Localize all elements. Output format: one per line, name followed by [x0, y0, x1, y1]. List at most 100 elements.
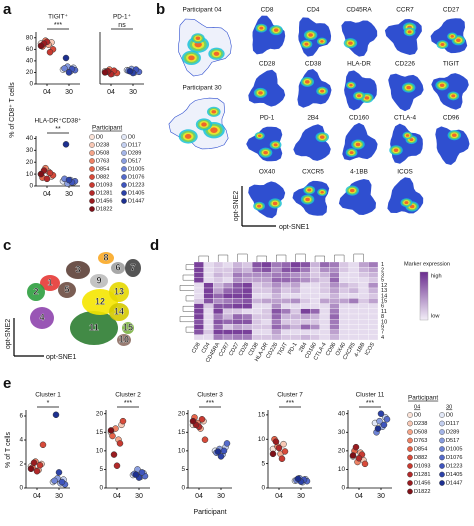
y-tick-label: 15 — [178, 429, 186, 436]
heatmap-cell — [232, 287, 243, 294]
tsne-density — [405, 134, 410, 137]
heatmap-cell — [281, 267, 291, 273]
legend-label: D854 — [414, 446, 427, 452]
chart-title: Cluster 3 — [197, 392, 223, 399]
legend-label: D117 — [446, 421, 459, 427]
legend-swatch — [89, 134, 95, 140]
heatmap-cell — [348, 329, 359, 335]
heatmap-cell — [203, 313, 214, 320]
data-point — [278, 455, 286, 462]
y-tick-label: 10 — [338, 466, 346, 473]
heatmap-cell — [251, 298, 262, 304]
heatmap-cell — [271, 319, 282, 325]
heatmap-cell — [310, 293, 321, 299]
heatmap-cell — [319, 334, 330, 341]
cluster-region — [98, 252, 114, 264]
y-tick-label: 40 — [338, 410, 346, 417]
heatmap-cell — [232, 313, 243, 320]
heatmap-cell — [319, 261, 330, 268]
cluster-region — [27, 283, 45, 301]
heatmap-cell — [261, 293, 272, 299]
heatmap-cell — [300, 303, 311, 309]
heatmap-cell — [271, 293, 282, 299]
heatmap-cell — [358, 303, 369, 309]
heatmap-cell — [310, 272, 321, 278]
tsne-density — [456, 38, 461, 42]
heatmap-cell — [348, 267, 359, 273]
tsne-density — [349, 188, 355, 193]
column-label: CD4 — [201, 342, 212, 355]
legend-label: D1076 — [446, 455, 462, 461]
y-tick-label: 0 — [341, 485, 345, 492]
heatmap-cell — [329, 313, 340, 320]
y-tick-label: 10 — [258, 436, 266, 443]
heatmap-cell — [290, 293, 301, 299]
y-tick-label: 0 — [19, 485, 23, 492]
heatmap-cell — [213, 329, 224, 335]
heatmap-cell — [290, 329, 301, 335]
cluster-region — [125, 259, 141, 277]
row-label: 11 — [381, 309, 387, 315]
heatmap-cell — [251, 313, 262, 320]
heatmap-cell — [290, 298, 301, 304]
cluster-label: 1 — [47, 277, 52, 287]
heatmap-cell — [203, 272, 214, 278]
legend-swatch — [121, 134, 127, 140]
x-tick-label: 30 — [217, 493, 225, 500]
tsne-density — [320, 89, 325, 93]
heatmap-cell — [368, 287, 379, 294]
heatmap-cell — [251, 319, 262, 325]
heatmap-cell — [193, 334, 204, 341]
data-point — [281, 448, 289, 455]
heatmap-cell — [271, 287, 282, 294]
heatmap-cell — [281, 313, 291, 320]
heatmap-cell — [329, 267, 340, 273]
heatmap-cell — [281, 324, 291, 330]
heatmap-cell — [368, 319, 379, 325]
data-point — [269, 450, 277, 458]
legend-swatch — [439, 480, 445, 486]
heatmap-cell — [242, 293, 253, 299]
cluster-label: 15 — [123, 322, 133, 332]
heatmap-cell — [203, 319, 214, 325]
heatmap-cell — [271, 272, 282, 278]
marker-title: CD4 — [307, 7, 320, 14]
heatmap-cell — [203, 267, 214, 273]
heatmap-cell — [242, 303, 253, 309]
significance-label: * — [47, 400, 50, 407]
data-point — [30, 459, 38, 467]
chart-title: Cluster 1 — [35, 392, 61, 399]
heatmap-cell — [222, 313, 233, 320]
heatmap-cell — [300, 324, 311, 330]
heatmap-cell — [319, 319, 330, 325]
cluster-region — [109, 282, 129, 302]
heatmap-cell — [368, 277, 379, 283]
heatmap-cell — [339, 293, 350, 299]
data-point — [46, 169, 54, 177]
legend-swatch — [89, 190, 95, 196]
tsne-map — [248, 181, 286, 219]
cluster-region — [90, 274, 108, 288]
legend-swatch — [89, 158, 95, 164]
heatmap-cell — [329, 324, 340, 330]
dendrogram — [237, 253, 248, 262]
heatmap-cell — [358, 324, 369, 330]
heatmap-cell — [281, 303, 291, 309]
data-point — [119, 417, 127, 425]
map-title: Participant 04 — [182, 7, 222, 14]
heatmap-cell — [193, 319, 204, 325]
row-label: 14 — [381, 293, 387, 299]
legend-label: D1076 — [128, 174, 144, 180]
heatmap-cell — [271, 282, 282, 289]
data-point — [113, 462, 121, 469]
x-tick-label: 04 — [355, 493, 363, 500]
heatmap-cell — [339, 319, 350, 325]
data-point — [109, 432, 116, 440]
heatmap-cell — [222, 319, 233, 325]
heatmap-cell — [193, 293, 204, 299]
tsne-map — [342, 122, 378, 161]
data-point — [383, 416, 391, 423]
data-point — [220, 447, 228, 455]
y-tick-label: 20 — [96, 410, 104, 417]
heatmap-cell — [300, 261, 311, 268]
